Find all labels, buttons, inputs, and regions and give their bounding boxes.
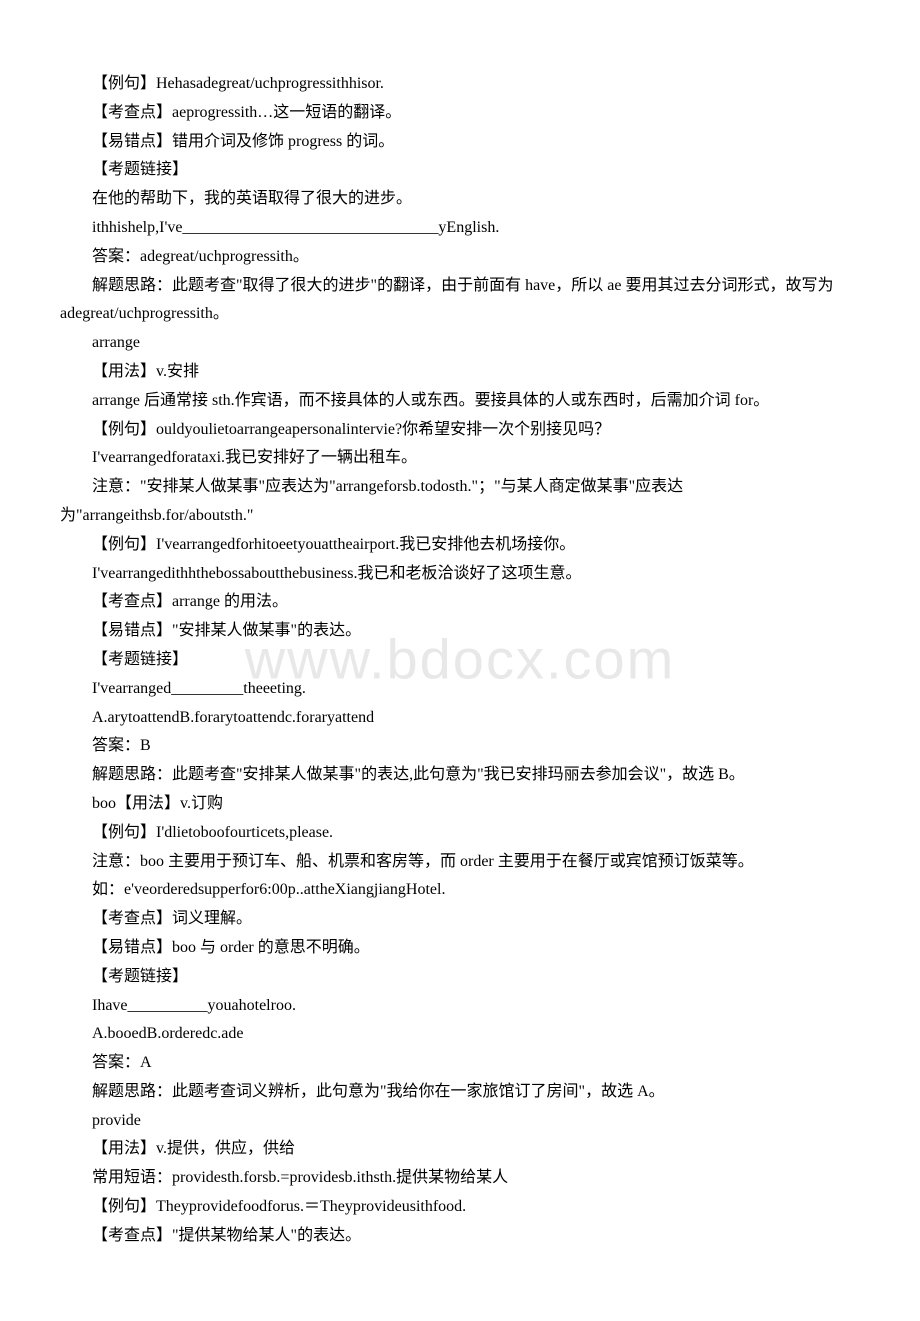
text-line: 【考查点】aeprogressith…这一短语的翻译。 — [60, 99, 860, 128]
text-paragraph: arrange 后通常接 sth.作宾语，而不接具体的人或东西。要接具体的人或东… — [60, 387, 860, 416]
text-line: 【易错点】"安排某人做某事"的表达。 — [60, 617, 860, 646]
text-line: 【考查点】arrange 的用法。 — [60, 588, 860, 617]
text-line: 【例句】Theyprovidefoodforus.＝Theyprovideusi… — [60, 1193, 860, 1222]
text-line: 【例句】I'vearrangedforhitoeetyouattheairpor… — [60, 531, 860, 560]
text-line: 【考查点】"提供某物给某人"的表达。 — [60, 1222, 860, 1251]
document-content: 【例句】Hehasadegreat/uchprogressithhisor. 【… — [60, 70, 860, 1251]
text-line: 【考查点】词义理解。 — [60, 905, 860, 934]
text-line: I'vearranged_________theeeting. — [60, 675, 860, 704]
text-line: 【用法】v.安排 — [60, 358, 860, 387]
text-paragraph: 注意："安排某人做某事"应表达为"arrangeforsb.todosth."；… — [60, 473, 860, 531]
text-line: I'vearrangedithhthebossaboutthebusiness.… — [60, 560, 860, 589]
text-line: 【用法】v.提供，供应，供给 — [60, 1135, 860, 1164]
text-line: provide — [60, 1107, 860, 1136]
text-paragraph: 解题思路：此题考查"安排某人做某事"的表达,此句意为"我已安排玛丽去参加会议"，… — [60, 761, 860, 790]
text-line: 【考题链接】 — [60, 963, 860, 992]
text-line: 如：e'veorderedsupperfor6:00p..attheXiangj… — [60, 876, 860, 905]
text-paragraph: 解题思路：此题考查"取得了很大的进步"的翻译，由于前面有 have，所以 ae … — [60, 272, 860, 330]
text-line: 【例句】ouldyoulietoarrangeapersonalintervie… — [60, 416, 860, 445]
text-line: 【例句】Hehasadegreat/uchprogressithhisor. — [60, 70, 860, 99]
text-line: 常用短语：providesth.forsb.=providesb.ithsth.… — [60, 1164, 860, 1193]
text-line: arrange — [60, 329, 860, 358]
text-line: A.booedB.orderedc.ade — [60, 1020, 860, 1049]
text-paragraph: 注意：boo 主要用于预订车、船、机票和客房等，而 order 主要用于在餐厅或… — [60, 848, 860, 877]
text-paragraph: 解题思路：此题考查词义辨析，此句意为"我给你在一家旅馆订了房间"，故选 A。 — [60, 1078, 860, 1107]
text-line: 答案：A — [60, 1049, 860, 1078]
text-line: 【考题链接】 — [60, 156, 860, 185]
text-line: ithhishelp,I've_________________________… — [60, 214, 860, 243]
text-line: 【易错点】boo 与 order 的意思不明确。 — [60, 934, 860, 963]
text-line: 【例句】I'dlietoboofourticets,please. — [60, 819, 860, 848]
text-line: I'vearrangedforataxi.我已安排好了一辆出租车。 — [60, 444, 860, 473]
text-line: 在他的帮助下，我的英语取得了很大的进步。 — [60, 185, 860, 214]
text-line: 答案：adegreat/uchprogressith。 — [60, 243, 860, 272]
text-line: A.arytoattendB.forarytoattendc.foraryatt… — [60, 704, 860, 733]
text-line: 答案：B — [60, 732, 860, 761]
text-line: 【易错点】错用介词及修饰 progress 的词。 — [60, 128, 860, 157]
text-line: 【考题链接】 — [60, 646, 860, 675]
text-line: boo【用法】v.订购 — [60, 790, 860, 819]
text-line: Ihave__________youahotelroo. — [60, 992, 860, 1021]
